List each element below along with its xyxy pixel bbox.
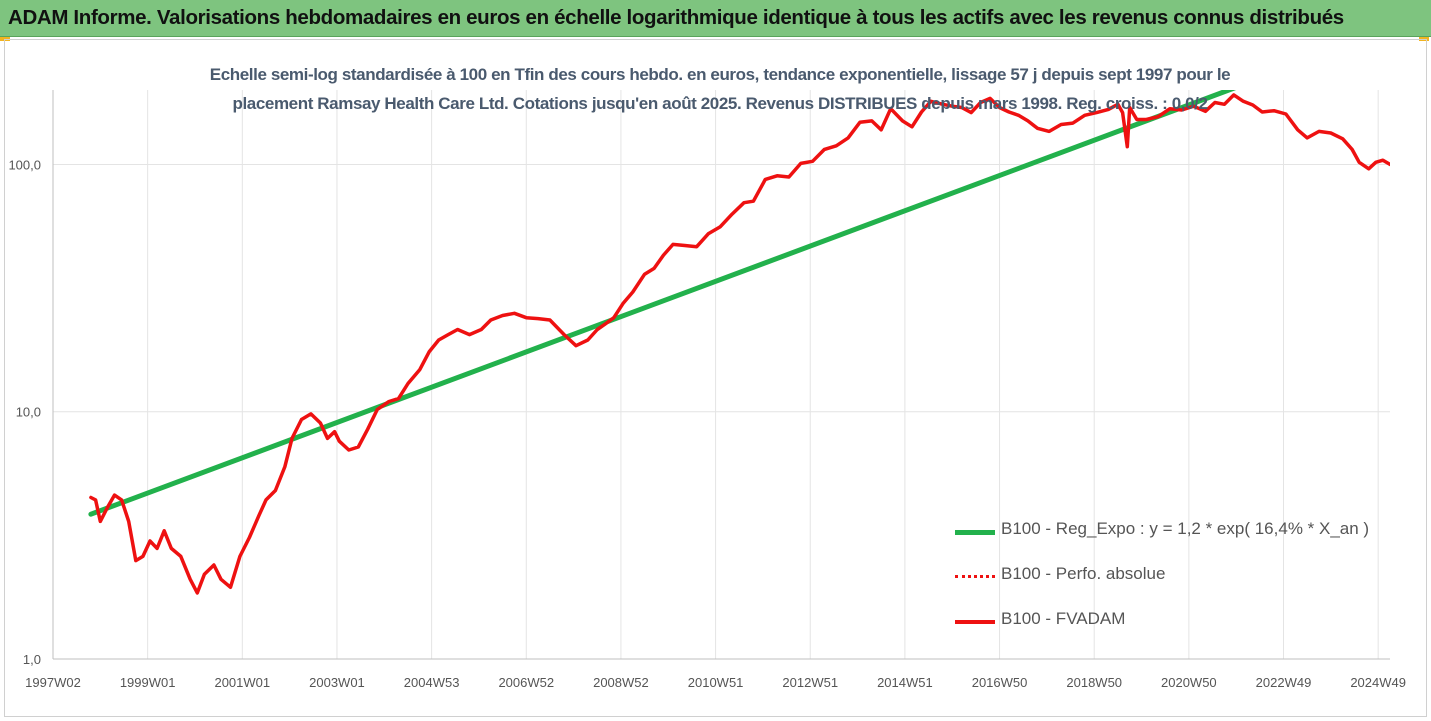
x-tick-label: 2020W50	[1161, 675, 1217, 690]
x-tick-label: 2004W53	[404, 675, 460, 690]
chart-area: 1997W02 1999W01 2001W01 2003W01 2004W53 2006W…	[4, 39, 1427, 717]
legend-swatch-perfo	[955, 575, 995, 578]
series-layer	[88, 90, 1390, 595]
x-tick-label: 2003W01	[309, 675, 365, 690]
x-tick-label: 2014W51	[877, 675, 933, 690]
x-tick-label: 2022W49	[1256, 675, 1312, 690]
x-tick-label: 2012W51	[782, 675, 838, 690]
legend-label-fvadam: B100 - FVADAM	[1001, 609, 1126, 628]
x-tick-label: 1999W01	[120, 675, 176, 690]
x-tick-label: 1997W02	[25, 675, 81, 690]
x-tick-label: 2018W50	[1066, 675, 1122, 690]
x-tick-label: 2010W51	[688, 675, 744, 690]
legend-swatch-regression	[955, 530, 995, 535]
y-tick-label: 10,0	[16, 405, 41, 420]
x-tick-label: 2006W52	[498, 675, 554, 690]
chart-title-line-1: Echelle semi-log standardisée à 100 en T…	[209, 65, 1231, 84]
legend-label-regression: B100 - Reg_Expo : y = 1,2 * exp( 16,4% *…	[1001, 519, 1370, 538]
x-tick-label: 2008W52	[593, 675, 649, 690]
chart-title-line-2: placement Ramsay Health Care Ltd. Cotati…	[232, 94, 1208, 113]
regression-line	[88, 90, 1237, 517]
legend-swatch-fvadam	[955, 620, 995, 624]
fvadam-line	[89, 93, 1390, 595]
grid-layer	[53, 90, 1390, 659]
y-tick-label: 100,0	[8, 157, 41, 172]
x-tick-label: 2024W49	[1350, 675, 1406, 690]
axis-layer: 1997W02 1999W01 2001W01 2003W01 2004W53 2006W…	[8, 90, 1406, 690]
chart-canvas: 1997W02 1999W01 2001W01 2003W01 2004W53 2006W…	[8, 90, 1406, 690]
title-banner: ADAM Informe. Valorisations hebdomadaire…	[0, 0, 1431, 37]
x-tick-label: 2016W50	[972, 675, 1028, 690]
x-tick-label: 2001W01	[214, 675, 270, 690]
y-tick-label: 1,0	[23, 652, 41, 667]
legend-label-perfo: B100 - Perfo. absolue	[1001, 564, 1166, 583]
report-title: ADAM Informe. Valorisations hebdomadaire…	[8, 6, 1344, 29]
